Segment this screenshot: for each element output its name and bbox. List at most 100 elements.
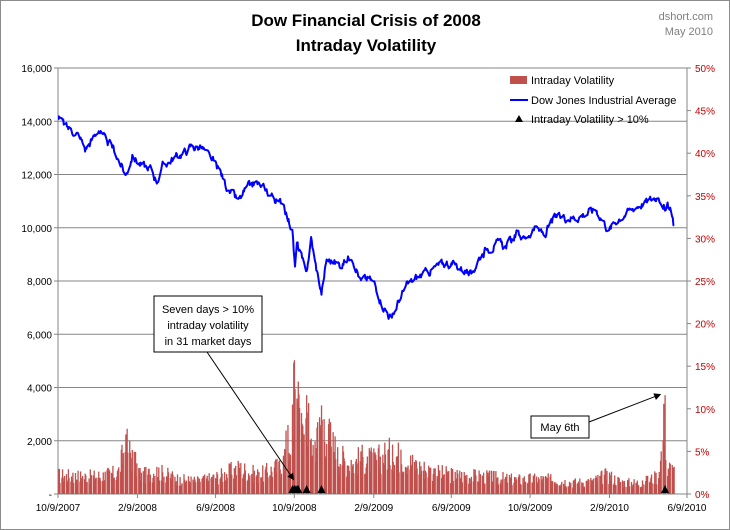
volatility-bar — [158, 480, 161, 494]
volatility-bar — [497, 484, 500, 494]
volatility-bar — [579, 478, 581, 494]
volatility-bar — [348, 470, 350, 494]
volatility-bar — [411, 454, 414, 494]
volatility-bar — [601, 484, 604, 494]
volatility-bar — [231, 474, 233, 494]
y-left-tick-label: 6,000 — [27, 330, 52, 341]
volatility-bar — [276, 458, 278, 494]
volatility-bars — [58, 360, 675, 494]
legend-label-volatility: Intraday Volatility — [531, 75, 615, 87]
volatility-bar — [665, 459, 667, 494]
volatility-bar — [656, 484, 658, 494]
callout-seven-days-line-1: Seven days > 10% — [162, 304, 254, 316]
volatility-bar — [393, 464, 396, 494]
legend-label-dow: Dow Jones Industrial Average — [531, 95, 676, 107]
volatility-bar — [262, 481, 265, 494]
volatility-bar — [615, 485, 617, 494]
volatility-bar — [624, 486, 626, 494]
volatility-bar — [335, 459, 337, 494]
volatility-marker-triangle — [294, 485, 303, 493]
volatility-bar — [330, 446, 332, 494]
volatility-bar — [68, 477, 70, 494]
volatility-bar — [253, 470, 256, 494]
dow-line-series — [58, 115, 675, 320]
volatility-bar — [134, 451, 137, 494]
volatility-bar — [588, 479, 590, 494]
volatility-bar — [371, 452, 373, 494]
volatility-bar — [529, 473, 531, 494]
volatility-bar — [104, 471, 106, 494]
volatility-bar — [100, 480, 102, 494]
volatility-bar — [642, 484, 644, 494]
volatility-bar — [258, 471, 260, 494]
volatility-bar — [452, 480, 454, 494]
volatility-bar — [651, 483, 653, 494]
volatility-bar — [673, 466, 675, 494]
volatility-bar — [633, 479, 635, 494]
volatility-bar — [466, 474, 468, 494]
volatility-bar — [538, 479, 540, 494]
callout-may-6-box — [530, 415, 590, 439]
x-tick-label: 6/9/2008 — [196, 503, 235, 514]
volatility-bar — [565, 487, 567, 494]
y-right-tick-label: 40% — [695, 149, 715, 160]
volatility-bar — [398, 472, 400, 494]
volatility-bar — [461, 482, 463, 494]
volatility-marker-triangle — [317, 485, 326, 493]
y-right-tick-label: 45% — [695, 107, 715, 118]
volatility-bar — [140, 472, 143, 494]
volatility-bar — [321, 419, 323, 494]
volatility-bar — [610, 471, 613, 494]
volatility-bar — [287, 424, 289, 494]
volatility-bar — [470, 476, 473, 494]
y-left-tick-label: 8,000 — [27, 277, 52, 288]
volatility-bar — [647, 475, 649, 494]
volatility-bar — [131, 450, 133, 494]
volatility-bar — [606, 470, 608, 494]
volatility-bar — [655, 472, 657, 494]
volatility-bar — [515, 479, 518, 494]
volatility-bar — [484, 483, 486, 494]
volatility-bar — [479, 474, 482, 494]
volatility-bar — [664, 395, 666, 494]
volatility-bar — [550, 474, 552, 494]
volatility-bar — [583, 486, 586, 494]
volatility-bar — [226, 477, 228, 494]
volatility-bar — [244, 470, 246, 494]
volatility-bar — [306, 395, 308, 494]
volatility-bar — [154, 475, 156, 494]
x-tick-label: 6/9/2010 — [668, 503, 707, 514]
volatility-bar — [90, 475, 93, 494]
volatility-bar — [353, 473, 355, 494]
legend-label-markers: Intraday Volatility > 10% — [531, 114, 649, 126]
credit-date: May 2010 — [665, 26, 713, 38]
volatility-bar — [482, 472, 485, 494]
volatility-bar — [601, 470, 603, 494]
volatility-bar — [425, 472, 427, 494]
volatility-bar — [614, 475, 616, 494]
y-left-tick-label: 14,000 — [21, 117, 52, 128]
volatility-bar — [181, 483, 183, 494]
y-left-tick-label: 16,000 — [21, 64, 52, 75]
x-tick-label: 10/9/2009 — [508, 503, 553, 514]
volatility-bar — [203, 474, 206, 494]
volatility-bar — [448, 471, 450, 494]
volatility-bar — [574, 478, 576, 494]
volatility-bar — [416, 468, 418, 494]
volatility-bar — [543, 476, 545, 494]
volatility-bar — [520, 484, 522, 494]
volatility-bar — [493, 470, 495, 494]
volatility-bar — [179, 476, 181, 494]
volatility-bar — [326, 443, 328, 494]
volatility-bar — [375, 460, 378, 494]
volatility-bar — [439, 470, 441, 494]
volatility-bar — [561, 481, 563, 494]
y-left-tick-label: 10,000 — [21, 224, 52, 235]
callout-may-6-text: May 6th — [540, 422, 579, 434]
x-tick-label: 10/9/2008 — [272, 503, 317, 514]
volatility-bar — [122, 453, 124, 494]
volatility-bar — [136, 463, 138, 494]
volatility-bar — [145, 466, 147, 494]
volatility-bar — [570, 482, 572, 494]
volatility-bar — [434, 468, 436, 494]
